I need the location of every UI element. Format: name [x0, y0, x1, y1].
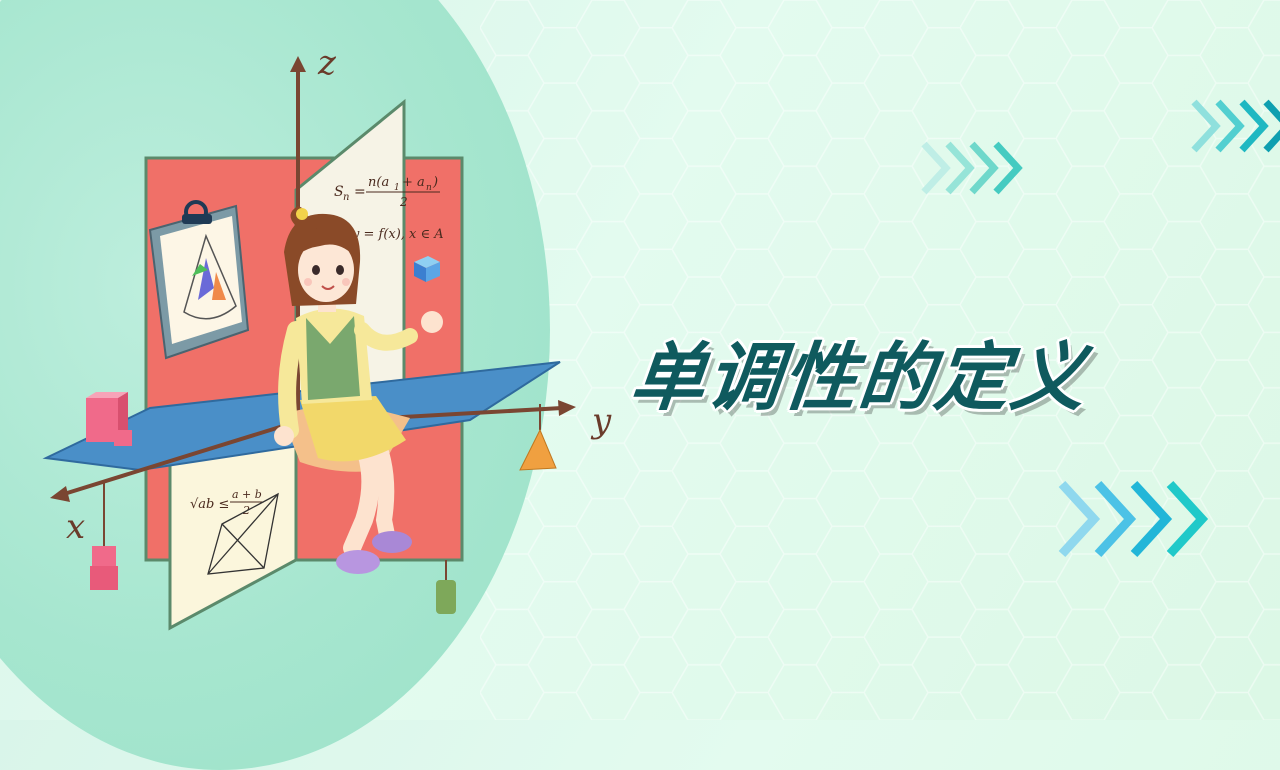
hanging-pyramid	[519, 428, 557, 471]
hanging-pink-blocks	[90, 546, 118, 590]
chevron-group-top-right-icon	[1191, 99, 1280, 153]
x-axis-arrow	[50, 486, 70, 502]
formula-sum: S n = n(a 1 + a n ) 2	[334, 175, 440, 209]
z-axis-arrow	[290, 56, 306, 72]
svg-text:+ a: + a	[402, 175, 425, 190]
svg-text:n: n	[343, 192, 349, 203]
chevron-group-large-icon	[1058, 480, 1209, 558]
blue-cube	[414, 256, 440, 282]
slide-title: 单调性的定义	[626, 335, 1092, 421]
x-axis-label: x	[66, 507, 85, 547]
svg-text:S: S	[334, 184, 344, 200]
svg-text:2: 2	[399, 195, 408, 209]
hanging-cylinder	[436, 580, 456, 614]
girl-character	[274, 206, 443, 574]
math-illustration: S n = n(a 1 + a n ) 2 y = f(x), x ∈ A z …	[42, 43, 612, 631]
svg-text:=: =	[354, 184, 366, 200]
svg-text:1: 1	[394, 183, 400, 193]
hexagon-pattern	[480, 0, 1280, 720]
svg-text:n: n	[426, 183, 432, 193]
clipboard-cone	[148, 200, 250, 360]
z-axis-label: z	[317, 43, 337, 83]
x-axis	[63, 420, 297, 496]
svg-text:√ab ≤: √ab ≤	[190, 497, 229, 512]
chevron-group-small-icon	[921, 141, 1023, 195]
formula-function: y = f(x), x ∈ A	[351, 227, 444, 242]
svg-text:n(a: n(a	[368, 175, 389, 190]
y-axis-arrow	[558, 400, 576, 416]
y-axis-label: y	[590, 401, 612, 441]
svg-text:): )	[432, 175, 438, 190]
pink-cubes	[86, 392, 132, 446]
svg-text:a + b: a + b	[232, 488, 262, 501]
formula-inequality: √ab ≤ a + b 2	[190, 488, 279, 575]
